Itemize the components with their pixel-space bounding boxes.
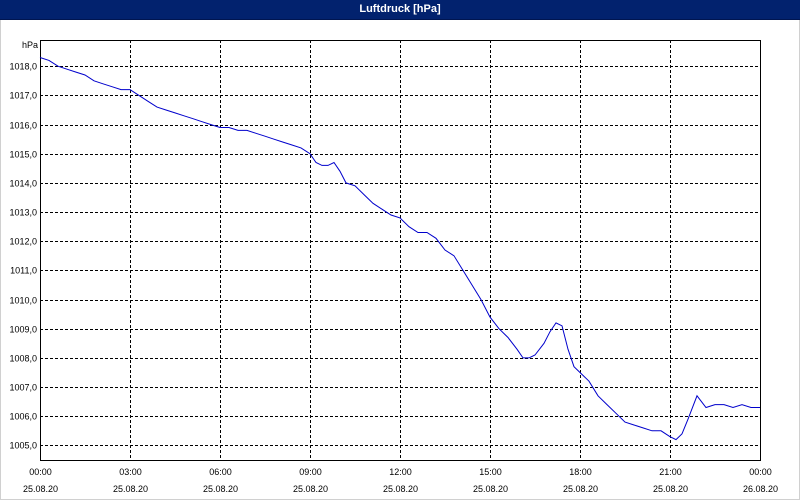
y-tick-label: 1012,0 xyxy=(9,237,37,247)
x-tick-time: 21:00 xyxy=(659,467,682,477)
x-tick-time: 06:00 xyxy=(209,467,232,477)
x-tick-date: 25.08.20 xyxy=(383,484,418,494)
x-tick-time: 15:00 xyxy=(479,467,502,477)
x-tick-date: 25.08.20 xyxy=(113,484,148,494)
x-tick-date: 26.08.20 xyxy=(743,484,778,494)
y-tick-label: 1005,0 xyxy=(9,441,37,451)
y-tick-label: 1007,0 xyxy=(9,383,37,393)
y-tick-label: 1006,0 xyxy=(9,412,37,422)
y-tick-label: 1018,0 xyxy=(9,62,37,72)
y-axis-unit-label: hPa xyxy=(22,40,38,50)
y-tick-label: 1009,0 xyxy=(9,325,37,335)
y-tick-label: 1017,0 xyxy=(9,91,37,101)
x-tick-time: 12:00 xyxy=(389,467,412,477)
x-tick-time: 18:00 xyxy=(569,467,592,477)
y-tick-labels: 1005,0 1006,0 1007,0 1008,0 1009,0 1010,0 1011… xyxy=(9,62,37,451)
x-tick-time: 09:00 xyxy=(299,467,322,477)
y-tick-label: 1008,0 xyxy=(9,354,37,364)
x-tick-date: 25.08.20 xyxy=(23,484,58,494)
y-tick-label: 1015,0 xyxy=(9,150,37,160)
y-tick-label: 1011,0 xyxy=(10,266,37,276)
y-tick-label: 1013,0 xyxy=(9,208,37,218)
x-tick-date: 25.08.20 xyxy=(653,484,688,494)
grid-layer xyxy=(40,40,760,460)
series-layer xyxy=(39,57,760,441)
x-tick-time: 00:00 xyxy=(29,467,52,477)
x-tick-date: 25.08.20 xyxy=(563,484,598,494)
pressure-series-line xyxy=(39,57,760,441)
y-tick-label: 1010,0 xyxy=(9,296,37,306)
y-tick-label: 1014,0 xyxy=(9,179,37,189)
x-tick-date: 25.08.20 xyxy=(203,484,238,494)
y-tick-label: 1016,0 xyxy=(9,121,37,131)
plot-area-border xyxy=(40,40,761,461)
x-tick-time: 03:00 xyxy=(119,467,142,477)
x-tick-labels: 00:00 25.08.20 03:00 25.08.20 06:00 25.08.20 0… xyxy=(23,467,778,494)
chart-title: Luftdruck [hPa] xyxy=(359,3,441,15)
x-tick-date: 25.08.20 xyxy=(473,484,508,494)
x-tick-date: 25.08.20 xyxy=(293,484,328,494)
x-tick-time: 00:00 xyxy=(749,467,772,477)
chart-title-bar: Luftdruck [hPa] xyxy=(0,0,800,20)
